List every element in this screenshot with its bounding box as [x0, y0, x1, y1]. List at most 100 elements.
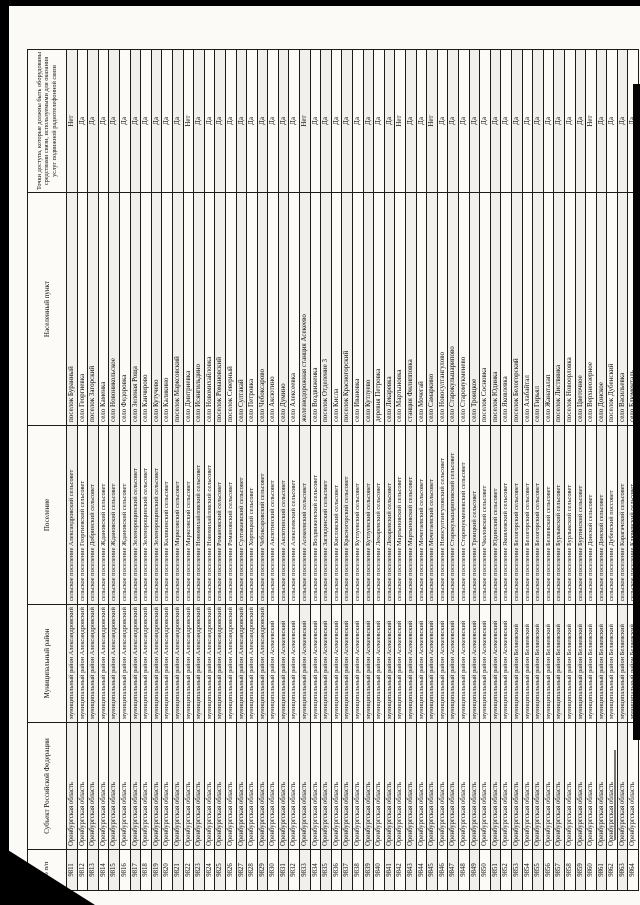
cell-num: 9833 [299, 849, 311, 891]
table-row: 9843 Оренбургская область муниципальный ра… [405, 49, 417, 891]
scan-artifact-left-bar [0, 0, 9, 905]
cell-num: 9842 [394, 849, 406, 891]
cell-subject: Оренбургская область [500, 722, 512, 850]
cell-access: Да [532, 49, 544, 193]
table-row: 9834 Оренбургская область муниципальный ра… [310, 49, 321, 891]
cell-access: Да [288, 49, 300, 193]
cell-subject: Оренбургская область [66, 722, 78, 850]
cell-access: Да [564, 49, 575, 193]
cell-settlement: сельское поселение Романовский сельсовет [225, 425, 236, 605]
cell-access: Да [267, 49, 279, 193]
cell-access: Да [236, 49, 247, 193]
cell-num: 9824 [204, 849, 215, 891]
table-row: 9828 Оренбургская область муниципальный ра… [246, 49, 258, 891]
cell-locality: село Канчирово [140, 192, 152, 426]
cell-district: муниципальный район Беляевский [532, 604, 544, 723]
cell-access: Да [575, 49, 586, 193]
scan-artifact-top-bar [0, 0, 640, 6]
table-row: 9812 Оренбургская область муниципальный ра… [77, 49, 88, 891]
cell-num: 9828 [246, 849, 258, 891]
table-row: 9817 Оренбургская область муниципальный ра… [130, 49, 141, 891]
cell-num: 9855 [532, 849, 544, 891]
cell-subject: Оренбургская область [183, 722, 194, 850]
cell-num: 9820 [161, 849, 173, 891]
cell-settlement: сельское поселение Юдинский сельсовет [490, 425, 501, 605]
table-row: 9818 Оренбургская область муниципальный ра… [140, 49, 152, 891]
cell-num: 9848 [458, 849, 470, 891]
table-row: 9848 Оренбургская область муниципальный ра… [458, 49, 470, 891]
cell-num: 9814 [98, 849, 109, 891]
cell-num: 9831 [278, 849, 289, 891]
cell-district: муниципальный район Александровский [161, 604, 173, 723]
cell-locality: поселок Дубенский [606, 192, 618, 426]
cell-access: Нет [183, 49, 194, 193]
cell-subject: Оренбургская область [596, 722, 607, 850]
table-row: 9831 Оренбургская область муниципальный ра… [278, 49, 289, 891]
cell-district: муниципальный район Беляевский [617, 604, 628, 723]
cell-access: Да [214, 49, 226, 193]
cell-access: Да [278, 49, 289, 193]
cell-access: Да [98, 49, 109, 193]
cell-locality: поселок Марксовский [172, 192, 184, 426]
cell-access: Да [225, 49, 236, 193]
cell-locality: село Троицкое [469, 192, 480, 426]
cell-district: муниципальный район Александровский [214, 604, 226, 723]
cell-district: муниципальный район Асекеевский [363, 604, 374, 723]
cell-access: Да [447, 49, 459, 193]
cell-district: муниципальный район Асекеевский [458, 604, 470, 723]
cell-subject: Оренбургская область [193, 722, 205, 850]
cell-access: Нет [299, 49, 311, 193]
cell-district: муниципальный район Асекеевский [288, 604, 300, 723]
cell-subject: Оренбургская область [288, 722, 300, 850]
cell-num: 9846 [437, 849, 448, 891]
table-row: 9814 Оренбургская область муниципальный ра… [98, 49, 109, 891]
cell-subject: Оренбургская область [236, 722, 247, 850]
cell-locality: село Донское [596, 192, 607, 426]
cell-settlement: сельское поселение Белогорский сельсовет [532, 425, 544, 605]
table-row: 9845 Оренбургская область муниципальный ра… [426, 49, 438, 891]
cell-district: муниципальный район Беляевский [553, 604, 565, 723]
cell-district: муниципальный район Асекеевский [416, 604, 427, 723]
table-row: 9858 Оренбургская область муниципальный ра… [564, 49, 575, 891]
cell-locality: село Кисла [331, 192, 342, 426]
cell-access: Да [172, 49, 184, 193]
cell-settlement: сельское поселение Марксовский сельсовет [183, 425, 194, 605]
cell-locality: село Ивановка [352, 192, 364, 426]
cell-district: муниципальный район Асекеевский [469, 604, 480, 723]
cell-subject: Оренбургская область [341, 722, 353, 850]
col-header-settlement: Поселение [27, 425, 67, 605]
cell-access: Да [310, 49, 321, 193]
cell-district: муниципальный район Александровский [66, 604, 78, 723]
cell-access: Да [320, 49, 332, 193]
cell-locality: село Федоровка [119, 192, 131, 426]
cell-subject: Оренбургская область [77, 722, 88, 850]
cell-subject: Оренбургская область [373, 722, 385, 850]
cell-locality: село Георгиевка [77, 192, 88, 426]
table-row: 9826 Оренбургская область муниципальный ра… [225, 49, 236, 891]
cell-district: муниципальный район Асекеевский [479, 604, 491, 723]
cell-access: Да [119, 49, 131, 193]
cell-settlement: сельское поселение Лекаревский сельсовет [384, 425, 395, 605]
cell-access: Да [246, 49, 258, 193]
cell-settlement: сельское поселение Аксютинский сельсовет [267, 425, 279, 605]
cell-subject: Оренбургская область [119, 722, 131, 850]
cell-num: 9821 [172, 849, 184, 891]
cell-subject: Оренбургская область [511, 722, 523, 850]
cell-locality: поселок Белогорский [511, 192, 523, 426]
cell-settlement: сельское поселение Мартыновский сельсове… [405, 425, 417, 605]
cell-num: 9864 [627, 849, 639, 891]
cell-locality: поселок Отделение 3 [320, 192, 332, 426]
cell-access: Да [130, 49, 141, 193]
cell-district: муниципальный район Асекеевский [426, 604, 438, 723]
cell-subject: Оренбургская область [394, 722, 406, 850]
cell-settlement: сельское поселение Старокульшариповский … [447, 425, 459, 605]
cell-locality: поселок Юдинка [490, 192, 501, 426]
cell-num: 9837 [341, 849, 353, 891]
cell-subject: Оренбургская область [172, 722, 184, 850]
cell-num: 9839 [363, 849, 374, 891]
table-row: 9830 Оренбургская область муниципальный ра… [267, 49, 279, 891]
rotated-table-container: № п/п Субъект Российской Федерации Муниц… [27, 49, 640, 891]
cell-locality: село Кутучево [151, 192, 162, 426]
cell-num: 9817 [130, 849, 141, 891]
cell-subject: Оренбургская область [98, 722, 109, 850]
